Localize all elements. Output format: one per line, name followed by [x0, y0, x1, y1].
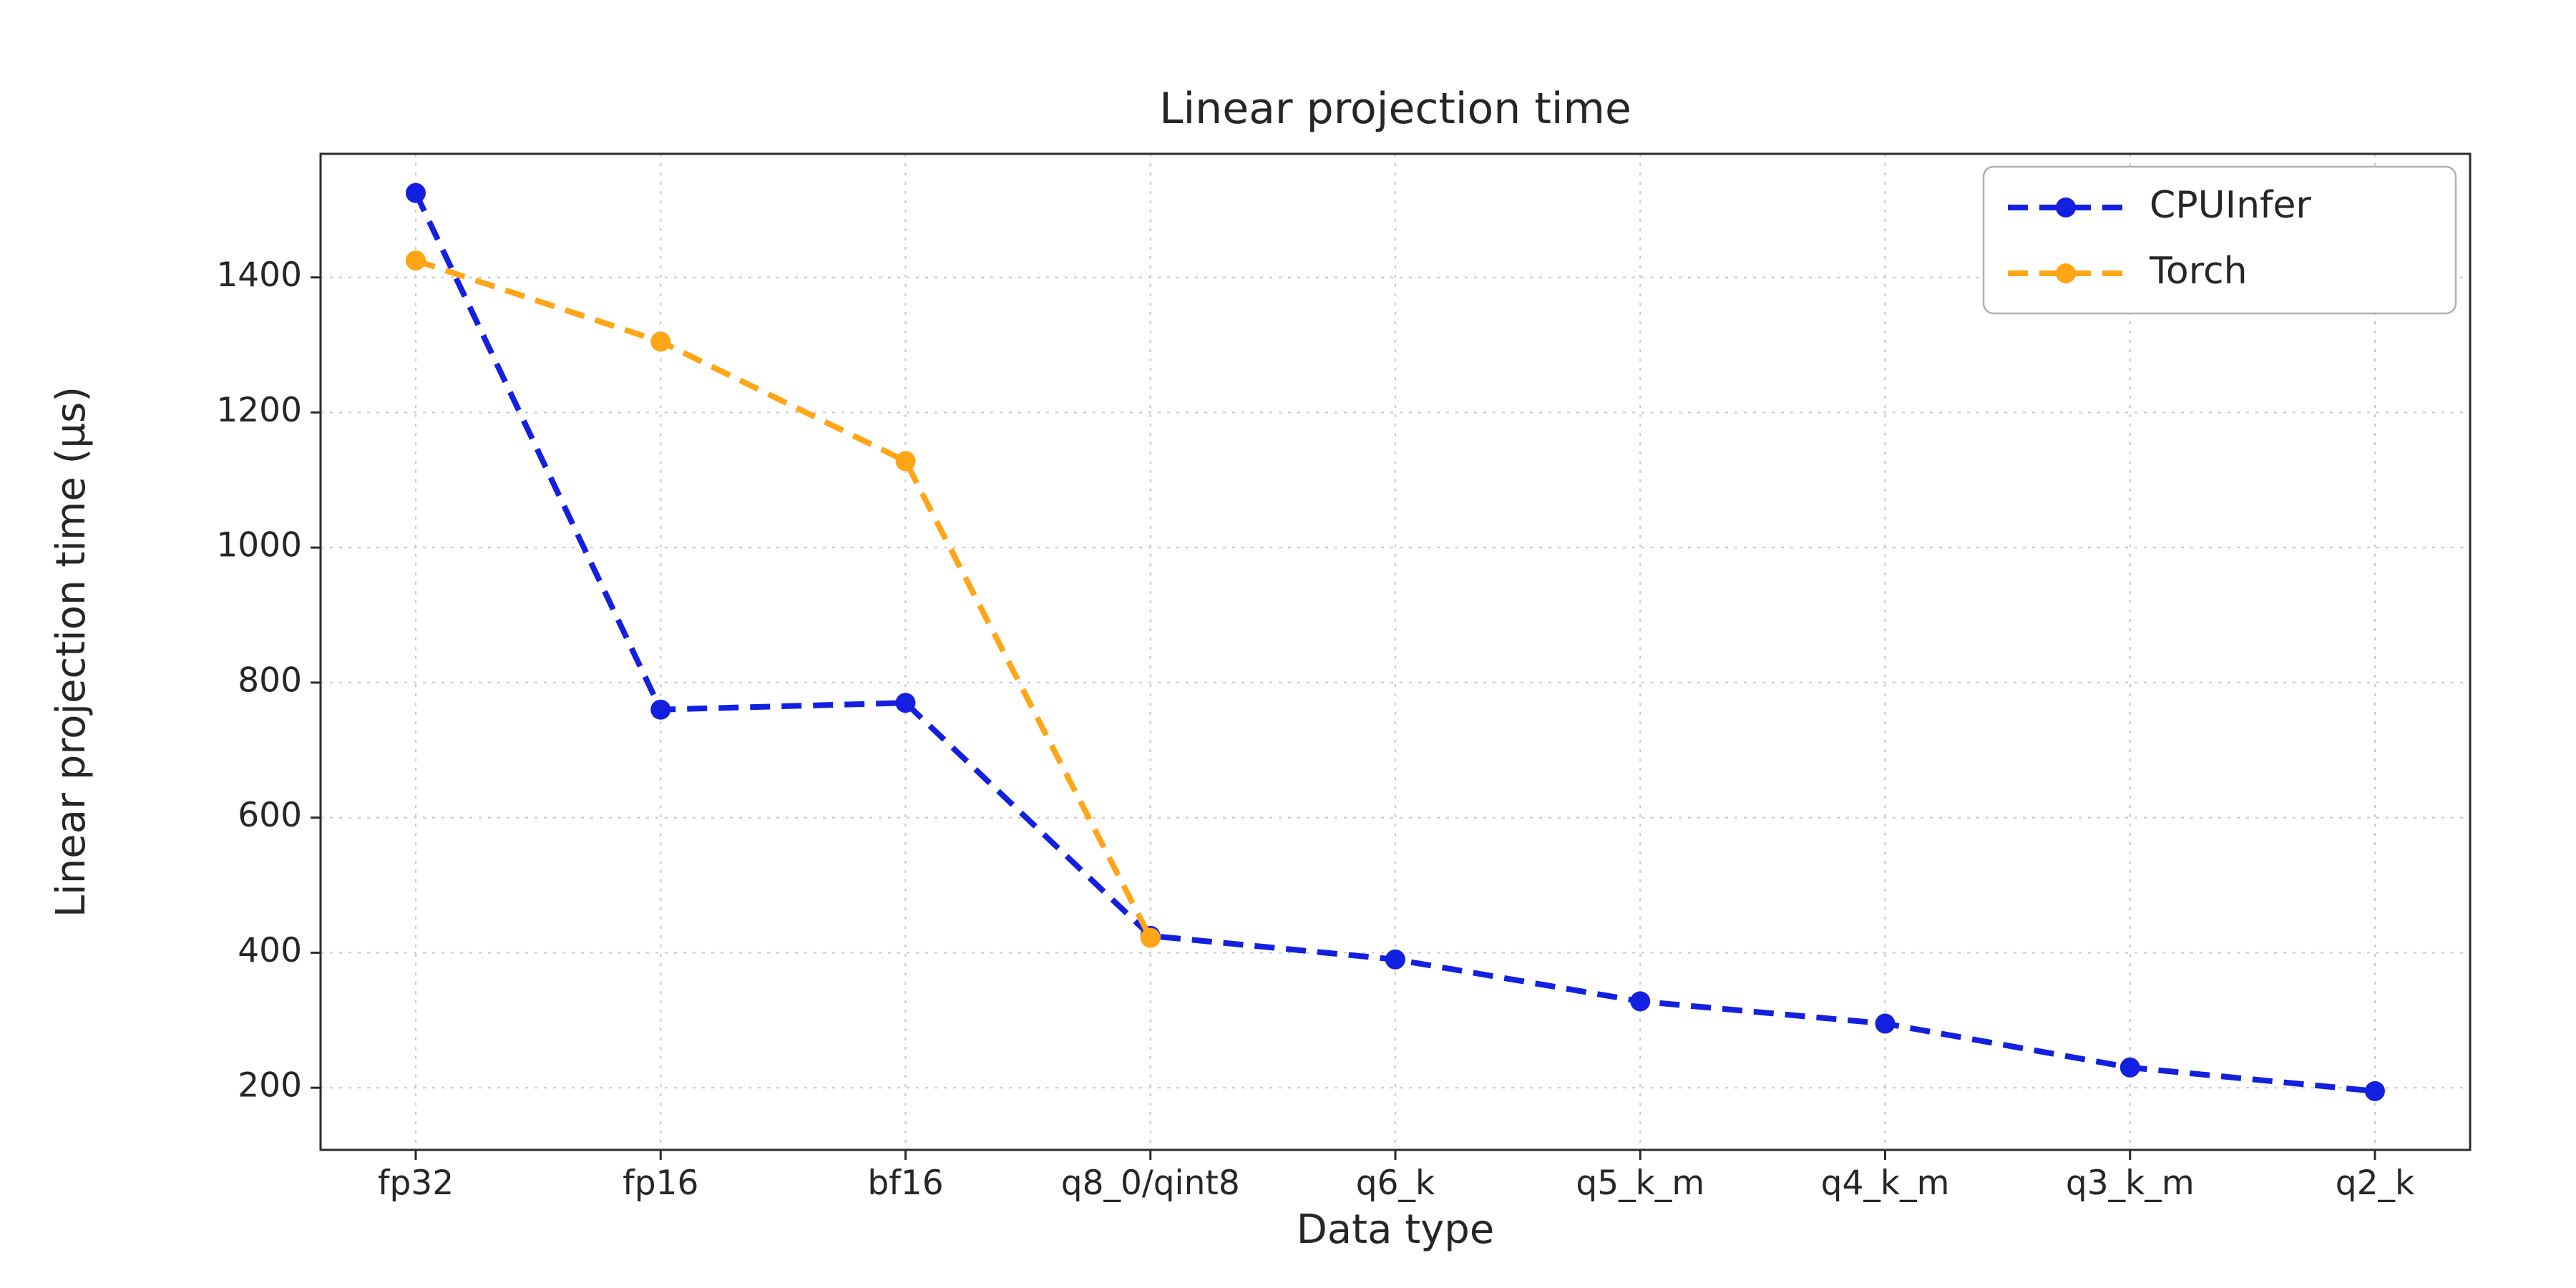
legend-label: CPUInfer: [2150, 184, 2311, 227]
data-point-cpuinfer: [2365, 1080, 2385, 1101]
y-tick-label: 1000: [216, 526, 302, 565]
y-tick-label: 1400: [216, 255, 302, 295]
x-tick-label: q2_k: [2336, 1163, 2415, 1203]
x-tick-label: q3_k_m: [2066, 1163, 2195, 1203]
data-point-torch: [650, 331, 671, 352]
y-tick-label: 400: [238, 931, 302, 970]
x-axis-label: Data type: [1297, 1206, 1495, 1253]
legend-sample-marker: [2056, 197, 2076, 218]
data-point-cpuinfer: [895, 693, 916, 713]
chart-title: Linear projection time: [1159, 84, 1631, 134]
data-point-torch: [895, 451, 916, 472]
data-point-cpuinfer: [1875, 1013, 1896, 1034]
legend: CPUInfer Torch: [1982, 165, 2457, 315]
y-tick-label: 800: [238, 660, 302, 700]
data-point-cpuinfer: [1385, 949, 1405, 970]
x-tick-label: q4_k_m: [1821, 1163, 1950, 1203]
data-point-cpuinfer: [650, 699, 671, 720]
y-tick-label: 200: [238, 1066, 302, 1106]
data-point-cpuinfer: [2119, 1057, 2140, 1078]
y-axis-label: Linear projection time (µs): [48, 386, 94, 917]
series-line-torch: [414, 258, 1153, 940]
data-point-torch: [406, 250, 426, 271]
legend-box: [1982, 165, 2457, 315]
y-tick-label: 1200: [216, 391, 302, 430]
x-tick-label: q8_0/qint8: [1061, 1163, 1240, 1203]
x-tick-label: q5_k_m: [1576, 1163, 1704, 1203]
legend-label: Torch: [2149, 250, 2248, 293]
x-tick-label: bf16: [867, 1163, 943, 1203]
data-point-torch: [1140, 927, 1161, 948]
data-point-cpuinfer: [406, 182, 426, 203]
legend-sample-marker: [2056, 263, 2076, 283]
y-tick-label: 600: [238, 796, 302, 835]
x-tick-label: fp32: [378, 1163, 454, 1203]
data-point-cpuinfer: [1630, 991, 1651, 1012]
x-tick-label: fp16: [623, 1163, 698, 1203]
x-tick-label: q6_k: [1356, 1163, 1435, 1203]
